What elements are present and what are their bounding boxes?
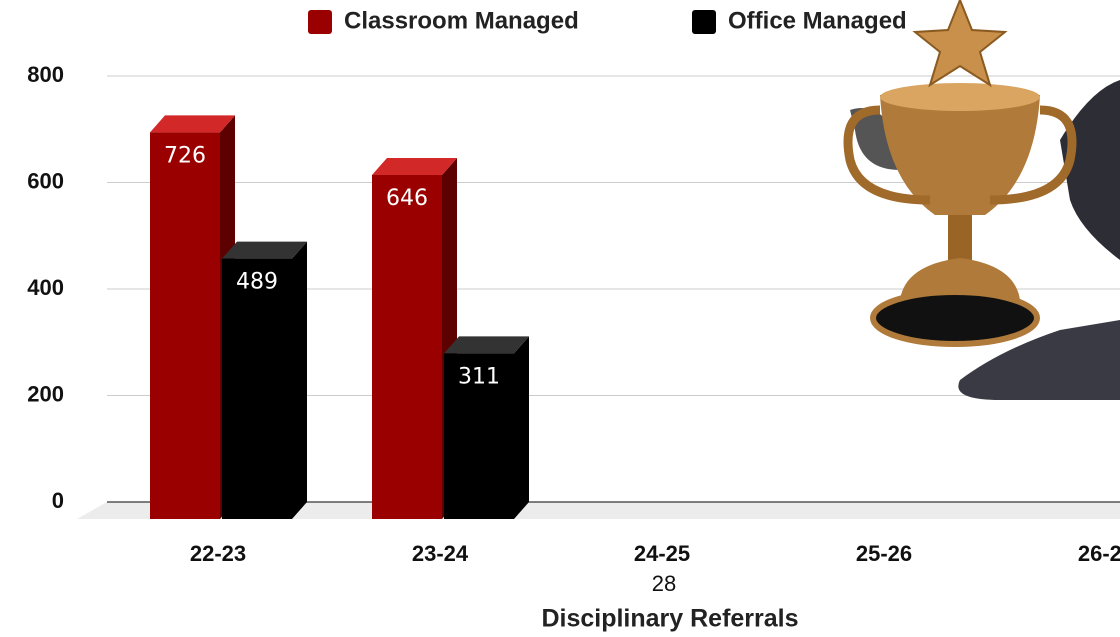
bar-top — [222, 241, 307, 259]
x-tick-label: 26-27 — [1078, 541, 1120, 566]
bar-top — [444, 336, 529, 354]
bar-group: 311 — [444, 336, 529, 519]
bar — [222, 258, 292, 519]
cup — [880, 95, 1040, 215]
trophy-illustration — [843, 0, 1120, 400]
y-tick-label: 0 — [52, 488, 64, 513]
bar — [150, 132, 220, 519]
bar — [444, 353, 514, 519]
base — [900, 258, 1020, 300]
x-tick-label: 22-23 — [190, 541, 246, 566]
data-label: 489 — [236, 270, 278, 295]
bar-top — [372, 158, 457, 176]
x-tick-label: 25-26 — [856, 541, 912, 566]
x-tick-label: 24-25 — [634, 541, 690, 566]
plot-area: 0 200 400 600 800 Classroom Managed Office Man… — [27, 7, 1120, 566]
figure — [1060, 80, 1120, 260]
handle — [843, 105, 931, 205]
bar-side — [514, 336, 529, 519]
stem — [948, 215, 972, 260]
data-label: 726 — [164, 143, 206, 168]
y-tick-label: 400 — [27, 275, 64, 300]
y-tick-label: 600 — [27, 168, 64, 193]
bar-top — [150, 115, 235, 133]
x-axis-title: Disciplinary Referrals — [541, 605, 798, 633]
legend-label: Office Managed — [728, 7, 907, 34]
cup-rim — [880, 83, 1040, 111]
bar-side — [292, 241, 307, 520]
star — [912, 0, 1008, 88]
handle — [989, 105, 1077, 205]
y-tick-label: 200 — [27, 381, 64, 406]
legend-swatch — [308, 10, 332, 34]
arm — [958, 320, 1120, 400]
page-number: 28 — [652, 571, 676, 596]
bar-group: 489 — [222, 241, 307, 520]
y-tick-label: 800 — [27, 62, 64, 87]
bar-group: 726 — [150, 115, 235, 519]
bar — [372, 175, 442, 519]
x-tick-label: 23-24 — [412, 541, 469, 566]
data-label: 646 — [386, 186, 428, 211]
legend-label: Classroom Managed — [344, 7, 579, 34]
data-label: 311 — [458, 364, 500, 389]
floor — [77, 502, 1120, 519]
legend-swatch — [692, 10, 716, 34]
base-foot — [870, 289, 1040, 347]
